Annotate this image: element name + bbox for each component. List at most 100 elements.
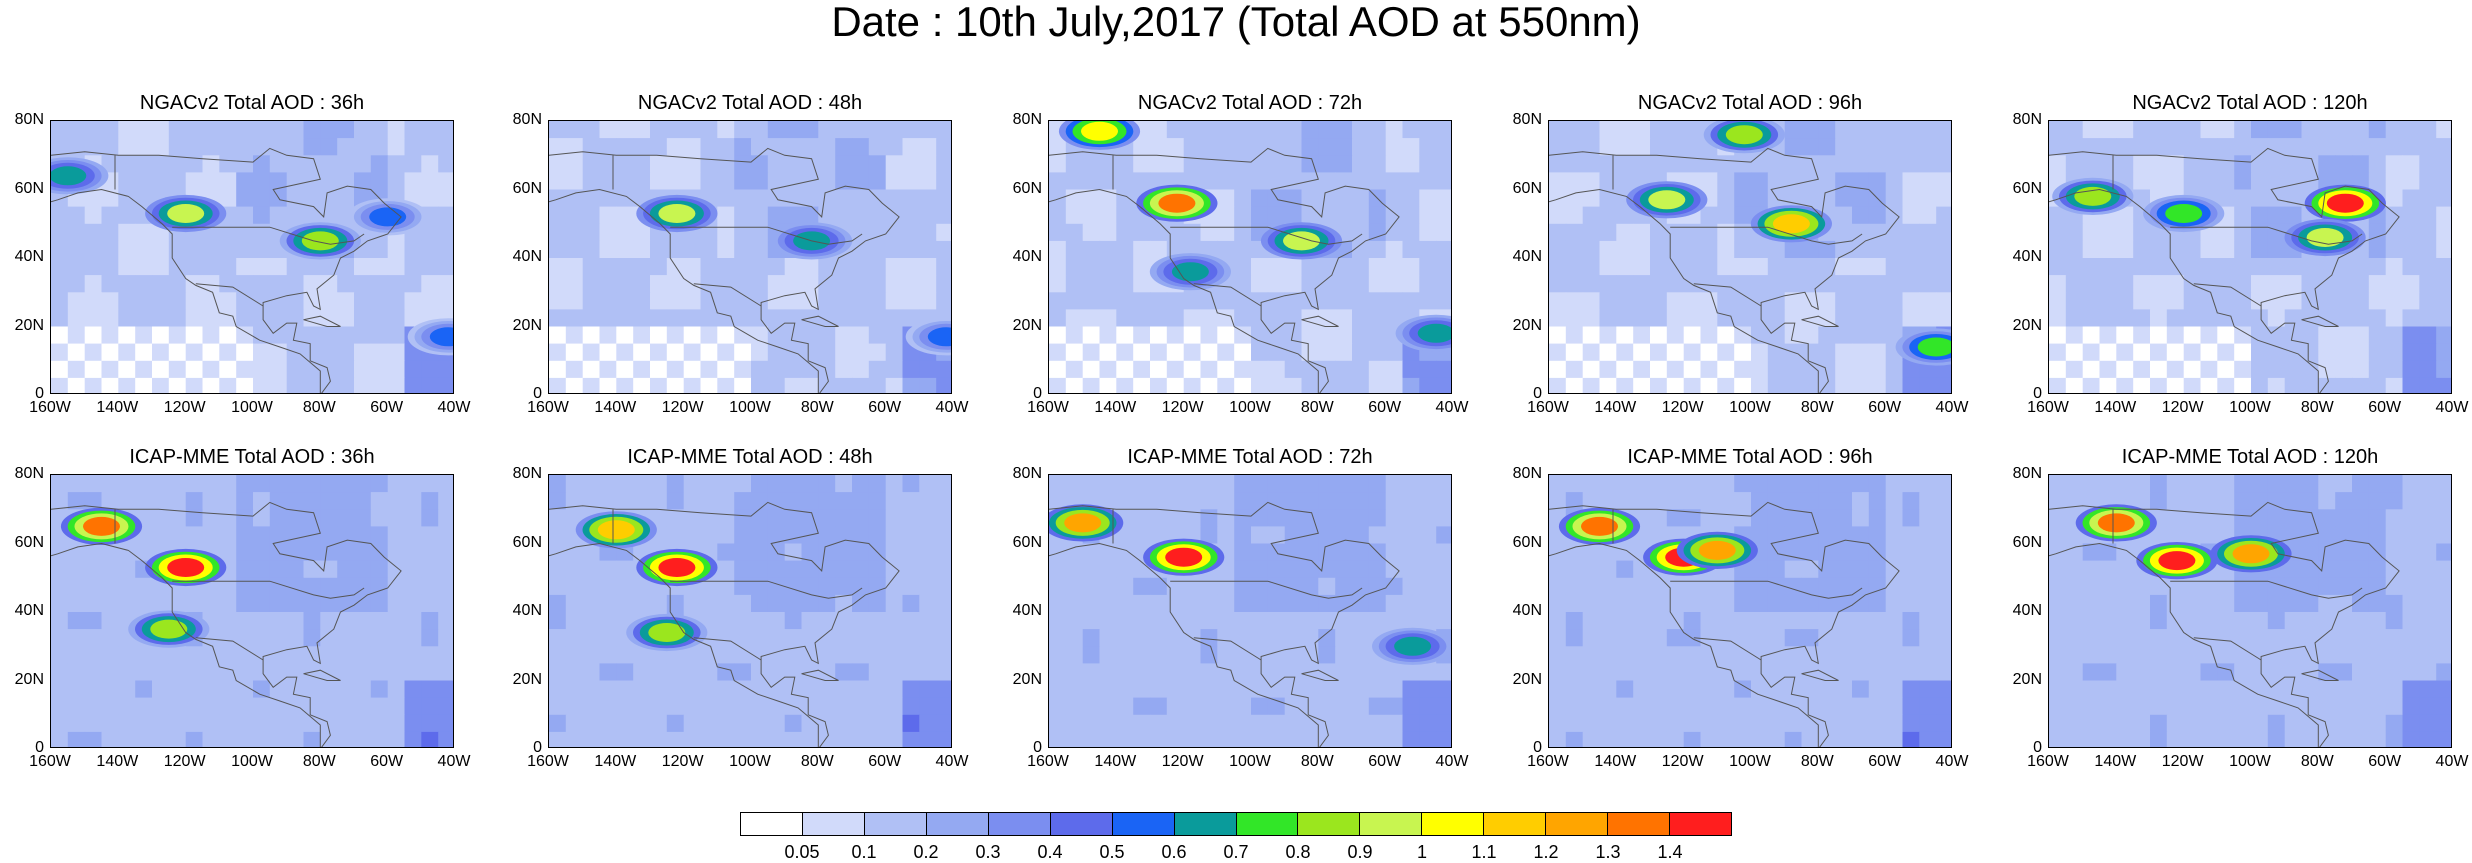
aod-cell [919,731,937,747]
aod-cell [902,275,920,293]
aod-cell [1065,543,1084,562]
aod-cell [1402,731,1420,747]
aod-cell [1852,714,1870,733]
aod-cell [1717,309,1735,328]
aod-cell [2419,475,2437,493]
aod-cell [1200,526,1218,545]
aod-cell [2335,138,2353,156]
aod-cell [2267,258,2286,276]
aod-cell [1368,360,1387,379]
aod-cell [1385,292,1404,310]
aod-cell [565,697,584,716]
aod-cell [1133,360,1151,379]
aod-cell [565,275,584,293]
lon-tick-label: 40W [437,399,471,416]
lon-tick-label: 160W [1027,753,1069,770]
aod-cell [1852,223,1870,242]
aod-cell [2385,680,2404,699]
aod-cell [1666,223,1685,242]
aod-cell [1936,526,1951,545]
aod-cell [565,543,584,562]
country-border [1693,637,1762,661]
aod-cell [1133,155,1151,173]
aod-cell [1234,343,1252,362]
aod-cell [1852,680,1870,699]
aod-cell [1436,292,1451,310]
lon-tick-label: 120W [2161,753,2204,770]
aod-cell [1683,594,1702,613]
map-panel-icap-mme-36h: ICAP-MME Total AOD : 36h 80N 60N 40N 20N 0 160… [15,446,471,770]
aod-cell [1166,309,1185,328]
country-border [2170,226,2363,245]
aod-cell [1818,155,1836,173]
aod-cell [1902,275,1920,293]
aod-cell [1133,475,1151,493]
aod-cell [902,475,920,493]
aod-cell [1549,326,1567,345]
aod-cell [1599,663,1617,682]
aod-cell [2419,172,2437,191]
aod-cell [236,577,254,596]
aod-cell [1133,697,1151,716]
aod-cell [650,275,668,293]
aod-cell [269,526,288,545]
aod-cell [1868,377,1887,393]
aod-cell [185,594,204,613]
map-panel-ngacv2-48h: NGACv2 Total AOD : 48h 80N 60N 40N 20N 0 160W 1… [513,92,969,416]
aod-cell [1234,697,1252,716]
aod-cell [549,309,567,328]
aod-cell [152,292,170,310]
aod-cell [784,172,803,191]
aod-cell [2183,663,2202,682]
aod-cell [2385,560,2404,579]
aod-cell [565,560,584,579]
aod-cell [1284,275,1303,293]
aod-cell [2318,138,2336,156]
aod-cell [1717,509,1735,527]
aod-cell [784,292,803,310]
aod-cell [2335,258,2353,276]
aod-cell [253,292,271,310]
aod-cell [868,240,887,259]
aod-cell [1352,560,1370,579]
aod-cell [2251,189,2269,208]
aod-cell [1717,492,1735,510]
aod-cell [1767,731,1786,747]
aod-cell [1419,360,1437,379]
aod-cell [1751,360,1769,379]
lat-tick-label: 80N [1512,465,1542,482]
aod-cell [549,714,567,733]
aod-cell [2368,680,2387,699]
aod-cell [2419,612,2437,630]
aod-cell [666,343,685,362]
aod-cell [84,492,103,510]
aod-cell [320,275,338,293]
aod-cell [666,475,685,493]
aod-cell [565,492,584,510]
aod-cell [818,343,836,362]
aod-cell [2267,663,2286,682]
aod-cell [1599,206,1617,225]
aod-cell [269,360,288,379]
aod-cell [320,155,338,173]
aod-cell [438,258,453,276]
aod-cell [1166,121,1185,139]
aod-cell [1835,275,1853,293]
aod-cell [801,343,819,362]
aod-cell [1116,629,1134,647]
aod-cell [1801,475,1819,493]
aod-cell [767,594,786,613]
aod-cell [1767,492,1786,510]
lon-tick-label: 120W [163,753,206,770]
aod-cell [700,309,718,328]
aod-cell [438,594,453,613]
aod-cell [549,326,567,345]
aod-cell [885,343,904,362]
aod-cell [2284,629,2303,647]
aod-cell [1099,275,1117,293]
aod-cell [286,377,305,393]
aod-cell [1616,577,1634,596]
aod-cell [616,343,634,362]
aod-cell [1183,121,1202,139]
lon-tick-label: 160W [527,399,569,416]
